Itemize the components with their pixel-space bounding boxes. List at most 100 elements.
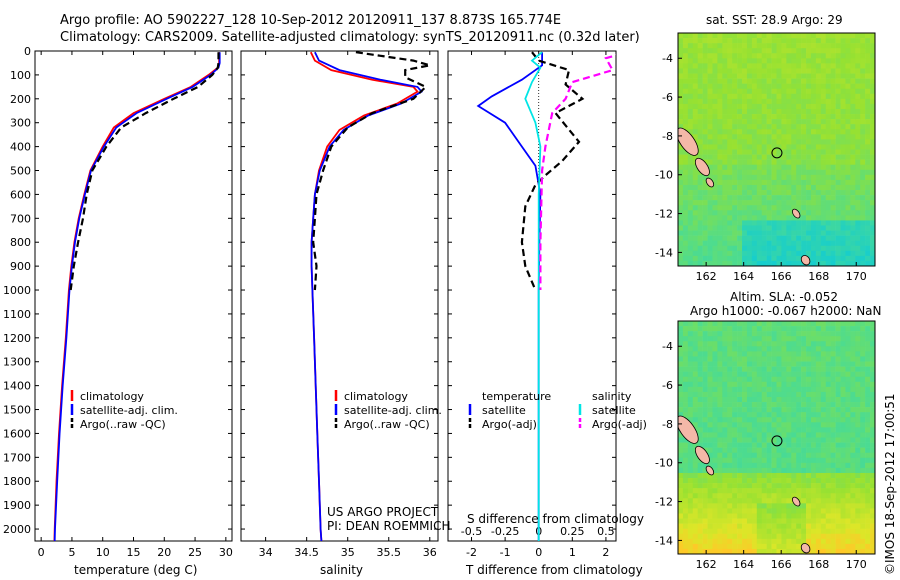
sst-map-cell xyxy=(810,93,817,100)
sst-map-cell xyxy=(865,134,871,140)
sla-map-cell xyxy=(746,478,753,484)
sla-map-cell xyxy=(756,417,763,423)
sla-map-cell xyxy=(820,523,827,529)
sla-map-cell xyxy=(810,488,817,494)
sst-map-cell xyxy=(678,240,684,247)
sst-map-cell xyxy=(850,179,856,186)
sst-map-cell xyxy=(825,220,831,226)
sst-map-cell xyxy=(786,195,792,201)
sst-map-cell xyxy=(820,184,827,191)
sst-map-cell xyxy=(845,215,851,221)
sla-map-cell xyxy=(830,321,836,327)
sst-map-cell xyxy=(786,215,792,221)
sst-map-cell xyxy=(855,149,861,155)
sla-map-cell xyxy=(870,417,875,423)
sla-map-cell xyxy=(796,457,802,464)
sst-map-cell xyxy=(835,139,841,145)
sst-map-cell xyxy=(707,78,713,84)
sst-map-cell xyxy=(751,139,758,145)
sst-map-cell xyxy=(865,174,871,181)
sla-map-cell xyxy=(751,442,758,448)
sst-map-cell xyxy=(865,119,871,125)
sla-map-cell xyxy=(742,336,748,342)
sla-map-cell xyxy=(845,452,851,459)
sla-map-cell xyxy=(678,442,684,448)
sst-map-cell xyxy=(702,184,708,191)
sla-map-cell xyxy=(865,356,871,362)
sla-map-cell xyxy=(687,321,694,327)
sla-map-cell xyxy=(766,478,772,484)
sst-map-cell xyxy=(835,200,841,206)
sst-map-cell xyxy=(806,144,812,150)
sla-map-cell xyxy=(682,381,689,388)
sla-map-cell xyxy=(781,538,787,545)
sst-map-cell xyxy=(865,230,871,236)
sla-map-cell xyxy=(865,381,871,388)
sla-map-cell xyxy=(786,326,792,332)
sla-map-cell xyxy=(815,422,822,428)
sst-map-cell xyxy=(786,179,792,186)
sla-map-cell xyxy=(855,437,861,443)
sst-map-cell xyxy=(830,48,836,54)
sst-map-cell xyxy=(835,68,841,74)
sst-map-cell xyxy=(850,108,856,115)
sst-map-cell xyxy=(717,98,723,105)
sst-map-cell xyxy=(845,114,851,120)
sla-map-cell xyxy=(761,361,767,367)
sst-map-cell xyxy=(815,43,822,49)
sst-map-cell xyxy=(687,103,694,110)
sst-map-cell xyxy=(835,250,841,257)
sst-map-cell xyxy=(840,139,846,145)
sst-map-cell xyxy=(830,98,836,105)
sst-map-cell xyxy=(835,114,841,120)
sla-map-cell xyxy=(776,381,782,388)
sla-map-cell xyxy=(687,518,694,524)
sst-map-cell xyxy=(761,119,767,125)
sla-map-cell xyxy=(717,402,723,408)
timestamp-label: ©IMOS 18-Sep-2012 17:00:51 xyxy=(883,393,897,575)
sla-map-cell xyxy=(766,396,772,403)
sst-map-cell xyxy=(825,195,831,201)
sst-map-cell xyxy=(717,93,723,100)
sst-map-cell xyxy=(796,139,802,145)
sst-map-cell xyxy=(687,235,694,241)
sla-map-cell xyxy=(702,548,708,554)
sla-map-cell xyxy=(697,523,703,529)
sla-map-cell xyxy=(810,472,817,479)
sla-map-cell xyxy=(860,326,866,332)
sla-map-cell xyxy=(840,321,846,327)
sst-map-cell xyxy=(835,195,841,201)
sla-map-cell xyxy=(776,478,782,484)
sst-map-cell xyxy=(830,43,836,49)
sst-map-cell xyxy=(801,164,807,171)
sst-map-cell xyxy=(697,43,703,49)
sst-map-cell xyxy=(751,88,758,95)
sla-map-cell xyxy=(820,427,827,433)
sst-map-cell xyxy=(830,88,836,95)
sla-map-cell xyxy=(737,472,743,479)
sla-map-cell xyxy=(717,412,723,418)
sla-map-cell xyxy=(835,513,841,519)
sst-map-cell xyxy=(766,164,772,171)
sst-map-cell xyxy=(707,98,713,105)
sst-map-cell xyxy=(796,195,802,201)
sla-map-cell xyxy=(791,437,797,443)
sla-map-cell xyxy=(825,543,831,550)
sst-map-cell xyxy=(815,48,822,54)
sst-map-cell xyxy=(835,38,841,44)
sst-map-cell xyxy=(820,144,827,150)
sla-map-cell xyxy=(692,528,698,535)
sla-map-cell xyxy=(791,447,797,453)
sla-map-cell xyxy=(727,351,733,357)
sla-map-cell xyxy=(742,513,748,519)
sla-map-cell xyxy=(781,493,787,499)
sst-map-cell xyxy=(746,164,753,171)
sst-map-cell xyxy=(830,38,836,44)
sst-map-cell xyxy=(820,88,827,95)
sla-map-cell xyxy=(776,346,782,352)
salinity-xtick-label: 35 xyxy=(341,546,355,559)
sla-map-cell xyxy=(840,391,846,398)
sst-map-cell xyxy=(678,103,684,110)
sla-map-cell xyxy=(820,381,827,388)
sla-map-cell xyxy=(692,467,698,474)
